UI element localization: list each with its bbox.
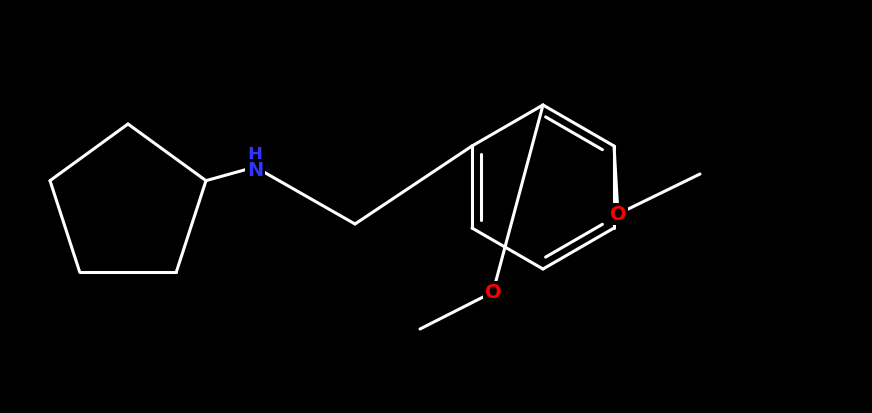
- Text: O: O: [610, 205, 626, 224]
- Text: H: H: [248, 146, 262, 164]
- Text: O: O: [485, 283, 501, 302]
- Text: N: N: [247, 161, 263, 180]
